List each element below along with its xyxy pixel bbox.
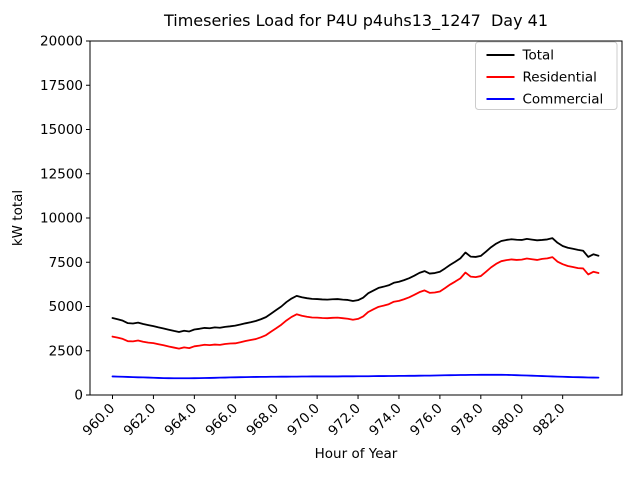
plot-area: 0 2500 5000 7500 10000 12500 15000 17500 20000 96… bbox=[40, 34, 623, 440]
y-tick-label: 12500 bbox=[40, 166, 83, 182]
x-tick-label: 962.0 bbox=[121, 401, 160, 440]
y-tick-label: 7500 bbox=[49, 255, 83, 271]
x-tick-label: 960.0 bbox=[80, 401, 119, 440]
series-line-commercial bbox=[111, 373, 600, 380]
x-tick-label: 970.0 bbox=[284, 401, 323, 440]
y-tick-label: 15000 bbox=[40, 122, 83, 138]
y-tick-label: 5000 bbox=[49, 299, 83, 315]
y-tick-label: 20000 bbox=[40, 34, 83, 50]
axes-frame bbox=[89, 40, 623, 396]
legend-label-total: Total bbox=[522, 48, 555, 64]
y-tick-label: 17500 bbox=[40, 78, 83, 94]
y-tick-label: 10000 bbox=[40, 211, 83, 227]
x-tick-label: 980.0 bbox=[489, 401, 528, 440]
legend-box bbox=[475, 41, 618, 110]
x-tick-label: 972.0 bbox=[325, 401, 364, 440]
x-tick-label: 978.0 bbox=[448, 401, 487, 440]
y-tick-label: 0 bbox=[74, 388, 83, 404]
legend-label-residential: Residential bbox=[523, 70, 597, 86]
x-tick-label: 976.0 bbox=[407, 401, 446, 440]
chart-title: Timeseries Load for P4U p4uhs13_1247 Day… bbox=[163, 11, 548, 31]
y-axis-label: kW total bbox=[10, 190, 26, 246]
x-tick-label: 966.0 bbox=[202, 401, 241, 440]
x-tick-label: 968.0 bbox=[243, 401, 282, 440]
series-line-total bbox=[111, 237, 600, 333]
x-tick-label: 964.0 bbox=[162, 401, 201, 440]
x-axis-label: Hour of Year bbox=[315, 446, 398, 462]
legend-label-commercial: Commercial bbox=[523, 92, 604, 108]
y-tick-label: 2500 bbox=[49, 343, 83, 359]
series-line-residential bbox=[111, 256, 600, 350]
x-tick-label: 982.0 bbox=[530, 401, 569, 440]
x-tick-label: 974.0 bbox=[366, 401, 405, 440]
